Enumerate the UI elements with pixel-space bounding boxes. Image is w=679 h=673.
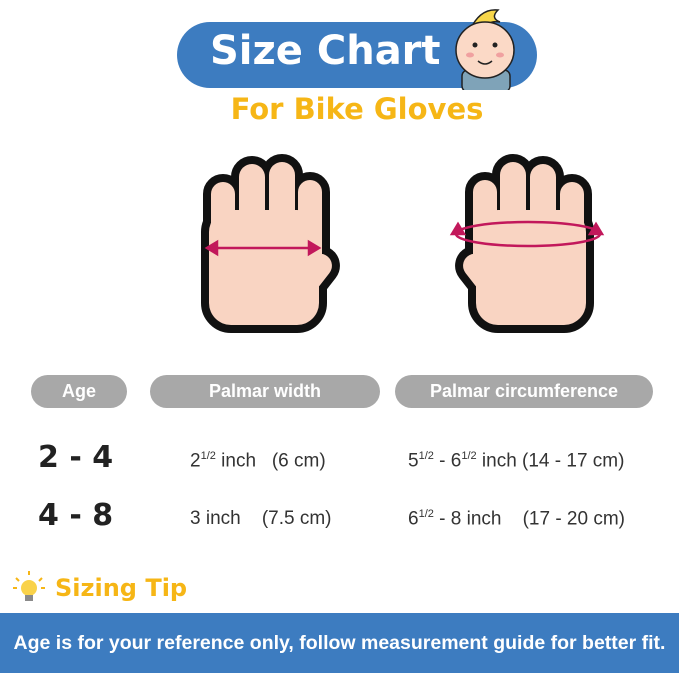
- palmar-circumference-value: 61/2 - 8 inch (17 - 20 cm): [408, 508, 625, 530]
- header-palmar-width: Palmar width: [150, 375, 380, 408]
- palmar-circumference-value: 51/2 - 61/2 inch (14 - 17 cm): [408, 450, 625, 472]
- page-subtitle: For Bike Gloves: [230, 92, 484, 126]
- age-range: 4 - 8: [38, 498, 114, 533]
- palmar-width-value: 21/2 inch (6 cm): [190, 450, 326, 472]
- palmar-width-value: 3 inch (7.5 cm): [190, 508, 332, 529]
- age-range: 2 - 4: [38, 440, 114, 475]
- hand-palm-width-illustration: [201, 154, 340, 333]
- header-age: Age: [31, 375, 127, 408]
- header-palmar-circumference: Palmar circumference: [395, 375, 653, 408]
- baby-face-icon: [455, 9, 515, 90]
- circumference-arrow-icon: [449, 220, 605, 248]
- lightbulb-icon: [13, 571, 45, 601]
- footer-banner: Age is for your reference only, follow m…: [0, 613, 679, 673]
- sizing-tip-label: Sizing Tip: [55, 574, 188, 602]
- width-arrow-icon: [204, 239, 322, 257]
- hand-palm-circumference-illustration: [449, 154, 605, 333]
- page-title: Size Chart: [210, 28, 441, 74]
